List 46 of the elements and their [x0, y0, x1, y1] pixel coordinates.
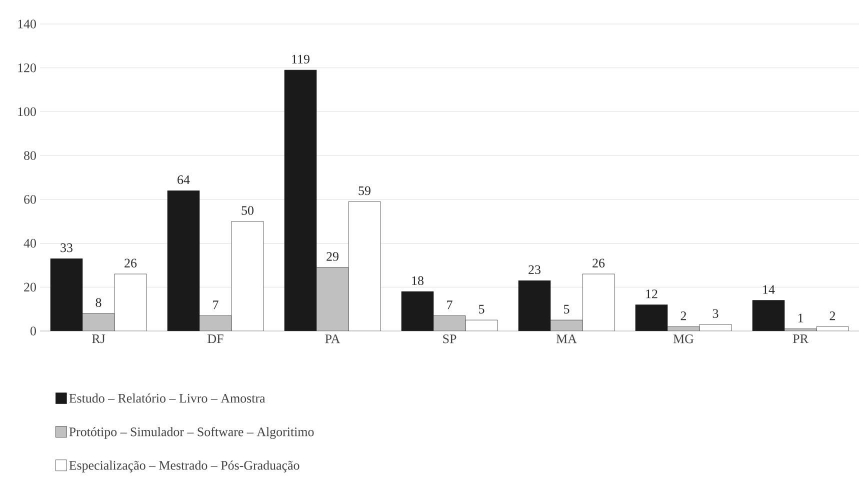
data-label: 3 [712, 309, 718, 318]
data-label: 5 [564, 304, 570, 314]
data-label: 7 [213, 300, 218, 310]
x-tick-label: RJ [92, 334, 106, 344]
data-label: 119 [292, 54, 310, 64]
data-label: 14 [763, 285, 775, 294]
data-label: 33 [60, 243, 72, 252]
x-tick-label: PR [792, 334, 808, 343]
y-tick-label: 140 [18, 20, 36, 28]
data-label: 8 [96, 298, 102, 307]
data-label: 12 [646, 290, 658, 298]
data-label: 29 [326, 252, 338, 261]
data-label: 59 [358, 186, 370, 196]
data-label: 5 [479, 304, 484, 314]
bar [518, 280, 551, 332]
x-tick-label: PA [325, 334, 340, 344]
y-tick-label: 0 [30, 326, 36, 336]
x-tick-label: SP [443, 334, 456, 344]
legend-label: Especialização – Mestrado – Pós-Graduação [69, 460, 300, 472]
y-tick-label: 120 [18, 63, 36, 72]
data-label: 1 [798, 314, 803, 322]
data-label: 2 [680, 312, 686, 320]
data-label: 18 [412, 276, 424, 286]
y-tick-label: 40 [24, 238, 36, 248]
data-label: 23 [528, 265, 540, 274]
x-tick-label: MG [673, 334, 694, 344]
data-label: 50 [242, 206, 254, 215]
legend-label: Estudo – Relatório – Livro – Amostra [69, 394, 266, 403]
legend-label: Protótipo – Simulador – Software – Algoritimo [69, 426, 314, 439]
data-label: 26 [124, 258, 137, 268]
data-label: 64 [178, 175, 190, 184]
data-label: 7 [447, 300, 452, 310]
bar [50, 258, 83, 332]
data-label: 2 [830, 312, 836, 320]
y-tick-label: 20 [24, 282, 36, 292]
y-tick-label: 60 [24, 195, 36, 204]
bar [635, 304, 668, 332]
data-label: 26 [592, 258, 605, 268]
bar [167, 190, 200, 332]
y-tick-label: 80 [24, 151, 36, 160]
bar [401, 291, 434, 332]
x-tick-label: DF [208, 334, 224, 344]
y-tick-label: 100 [18, 107, 36, 116]
bar [284, 70, 317, 332]
bar [752, 300, 785, 332]
x-tick-label: MA [556, 334, 577, 344]
